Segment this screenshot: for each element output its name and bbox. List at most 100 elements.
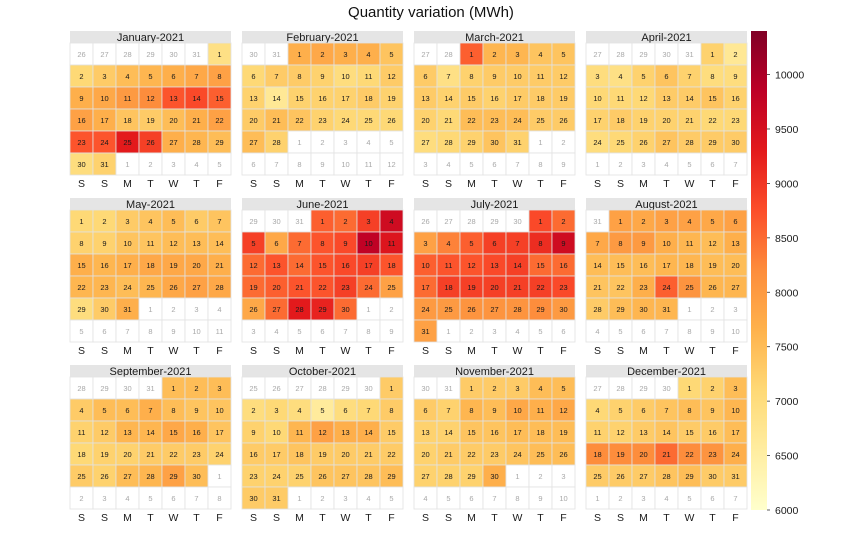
day-number: 28: [616, 50, 624, 59]
day-number: 23: [708, 450, 716, 459]
day-number: 21: [662, 450, 670, 459]
day-number: 24: [100, 138, 108, 147]
day-number: 5: [687, 160, 691, 169]
day-number: 30: [662, 50, 670, 59]
day-number: 26: [318, 472, 326, 481]
day-number: 9: [733, 72, 737, 81]
day-number: 14: [364, 428, 372, 437]
day-number: 27: [421, 138, 429, 147]
day-number: 14: [593, 261, 601, 270]
day-number: 4: [366, 50, 370, 59]
day-cell: [723, 152, 748, 176]
day-cell: [723, 486, 748, 510]
day-number: 6: [492, 239, 496, 248]
weekday-label: M: [639, 345, 648, 357]
month-label: February-2021: [286, 32, 358, 44]
colorbar-tick-label: 8000: [775, 287, 799, 299]
day-number: 16: [249, 450, 257, 459]
day-number: 3: [561, 472, 565, 481]
day-number: 7: [125, 327, 129, 336]
day-number: 15: [387, 428, 395, 437]
day-number: 21: [593, 283, 601, 292]
day-number: 24: [513, 450, 521, 459]
day-number: 15: [169, 428, 177, 437]
day-number: 22: [536, 283, 544, 292]
day-number: 23: [731, 116, 739, 125]
month-label: June-2021: [297, 199, 349, 211]
day-number: 12: [467, 261, 475, 270]
day-number: 30: [490, 138, 498, 147]
day-number: 5: [389, 50, 393, 59]
day-number: 28: [123, 50, 131, 59]
day-number: 31: [593, 217, 601, 226]
weekday-label: S: [78, 178, 85, 190]
month-header: [414, 198, 575, 210]
day-number: 2: [561, 217, 565, 226]
day-number: 16: [731, 94, 739, 103]
weekday-label: S: [445, 512, 452, 524]
day-number: 27: [421, 50, 429, 59]
day-number: 9: [492, 406, 496, 415]
day-number: 25: [444, 305, 452, 314]
day-number: 14: [662, 428, 670, 437]
day-number: 1: [469, 50, 473, 59]
day-number: 3: [641, 160, 645, 169]
day-number: 12: [708, 239, 716, 248]
day-number: 18: [616, 116, 624, 125]
day-number: 5: [102, 406, 106, 415]
weekday-label: S: [617, 512, 624, 524]
day-number: 22: [295, 116, 303, 125]
day-number: 10: [215, 406, 223, 415]
day-number: 19: [639, 116, 647, 125]
weekday-label: S: [273, 345, 280, 357]
day-number: 30: [192, 472, 200, 481]
day-number: 3: [664, 217, 668, 226]
day-number: 19: [559, 94, 567, 103]
day-number: 26: [421, 217, 429, 226]
day-number: 18: [364, 94, 372, 103]
day-number: 27: [100, 50, 108, 59]
day-number: 5: [561, 50, 565, 59]
day-number: 30: [249, 494, 257, 503]
day-number: 17: [593, 116, 601, 125]
day-number: 6: [469, 494, 473, 503]
day-number: 23: [341, 283, 349, 292]
day-number: 27: [593, 50, 601, 59]
day-number: 11: [445, 261, 453, 270]
weekday-label: S: [101, 512, 108, 524]
weekday-label: S: [445, 345, 452, 357]
day-number: 11: [537, 72, 545, 81]
month-header: [70, 365, 231, 377]
day-number: 14: [192, 94, 200, 103]
weekday-label: F: [216, 345, 222, 357]
day-number: 25: [77, 472, 85, 481]
day-number: 23: [318, 116, 326, 125]
weekday-label: W: [341, 178, 351, 190]
month-label: March-2021: [465, 32, 524, 44]
weekday-label: T: [663, 345, 670, 357]
month-label: January-2021: [117, 32, 184, 44]
day-number: 6: [171, 494, 175, 503]
day-number: 5: [469, 239, 473, 248]
day-number: 11: [147, 239, 155, 248]
day-number: 5: [171, 217, 175, 226]
day-number: 3: [366, 217, 370, 226]
day-number: 24: [662, 283, 670, 292]
day-number: 3: [171, 160, 175, 169]
day-number: 4: [595, 406, 599, 415]
weekday-label: S: [78, 512, 85, 524]
day-number: 16: [708, 428, 716, 437]
day-cell: [379, 152, 404, 176]
day-number: 26: [559, 450, 567, 459]
day-number: 9: [171, 327, 175, 336]
day-number: 26: [616, 472, 624, 481]
day-number: 8: [515, 494, 519, 503]
day-number: 9: [79, 94, 83, 103]
day-number: 15: [318, 261, 326, 270]
day-number: 3: [492, 327, 496, 336]
day-number: 29: [146, 50, 154, 59]
day-number: 7: [687, 72, 691, 81]
day-number: 19: [249, 283, 257, 292]
